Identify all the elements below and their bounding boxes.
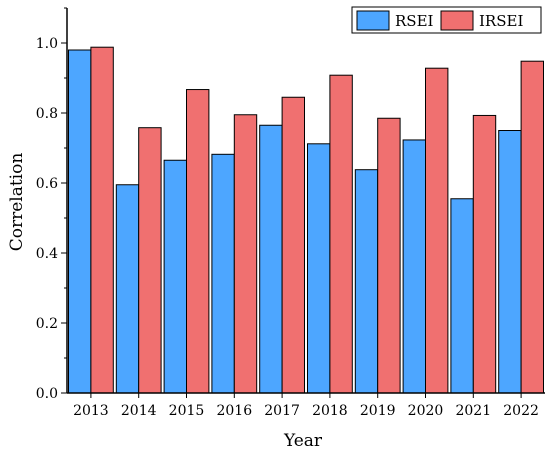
bar-irsei-2018: [329, 74, 353, 394]
bar-rsei-2015: [163, 159, 188, 394]
bar-rsei-2022: [498, 130, 522, 394]
bar-rsei-2017: [259, 124, 283, 394]
legend-swatch-irsei: [440, 10, 474, 31]
x-axis-title: Year: [283, 431, 323, 451]
bar-rsei-2013: [68, 49, 92, 394]
y-tick-label: 0.2: [36, 316, 58, 332]
x-tick-label: 2017: [264, 403, 300, 419]
bar-irsei-2016: [233, 114, 258, 394]
x-tick-label: 2015: [169, 403, 205, 419]
y-tick-label: 0.6: [36, 176, 58, 192]
bar-irsei-2022: [520, 60, 544, 394]
legend-label-rsei: RSEI: [395, 12, 434, 30]
bar-irsei-2015: [186, 89, 210, 394]
bar-irsei-2021: [472, 114, 497, 394]
bar-rsei-2018: [307, 143, 331, 394]
y-axis-title: Correlation: [7, 153, 27, 252]
bar-irsei-2017: [281, 96, 306, 394]
y-tick-label: 1.0: [36, 36, 58, 52]
x-tick-label: 2013: [73, 403, 109, 419]
y-tick-label: 0.4: [36, 246, 58, 262]
x-tick-label: 2019: [360, 403, 396, 419]
bar-rsei-2020: [402, 139, 427, 394]
bar-irsei-2020: [425, 67, 449, 394]
bar-rsei-2014: [115, 184, 140, 394]
legend-label-irsei: IRSEI: [479, 12, 523, 30]
x-tick-label: 2022: [503, 403, 539, 419]
y-tick-label: 0.0: [36, 386, 58, 402]
bar-rsei-2019: [354, 169, 379, 394]
bar-rsei-2021: [450, 198, 474, 394]
x-tick-label: 2016: [216, 403, 252, 419]
ticks-layer: 0.0 0.2 0.4 0.6 0.8 1.0 2013 2014 2015 2016 2017 20…: [36, 7, 539, 419]
legend: RSEI IRSEI: [351, 6, 542, 34]
legend-swatch-rsei: [356, 10, 390, 31]
axes-layer: [66, 8, 545, 394]
bars-layer: [68, 46, 544, 394]
bar-irsei-2013: [90, 46, 114, 394]
x-tick-label: 2020: [408, 403, 444, 419]
x-tick-label: 2018: [312, 403, 348, 419]
bar-rsei-2016: [211, 153, 235, 394]
bar-irsei-2019: [377, 117, 401, 394]
y-tick-label: 0.8: [36, 106, 58, 122]
x-tick-label: 2014: [121, 403, 157, 419]
x-tick-label: 2021: [455, 403, 491, 419]
bar-irsei-2014: [138, 127, 162, 394]
